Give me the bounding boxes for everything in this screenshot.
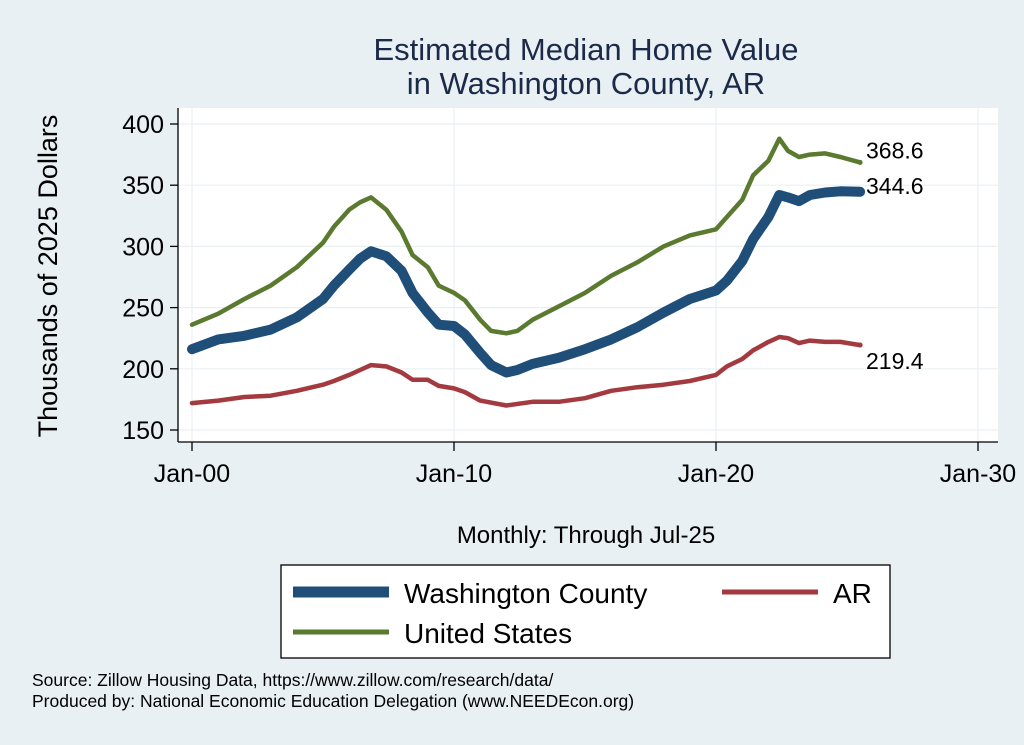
- chart-title-line-2: in Washington County, AR: [407, 66, 765, 101]
- legend-label-washington-county: Washington County: [404, 578, 647, 609]
- x-tick-label: Jan-30: [940, 460, 1016, 488]
- footer: Source: Zillow Housing Data, https://www…: [32, 670, 634, 712]
- chart-title-line-1: Estimated Median Home Value: [373, 32, 798, 67]
- end-labels: 344.6 219.4 368.6: [866, 137, 924, 374]
- series-line-ar: [189, 334, 863, 408]
- legend-label-united-states: United States: [404, 618, 572, 649]
- series-endpoint-united-states: [857, 159, 863, 165]
- y-axis-label: Thousands of 2025 Dollars: [33, 115, 63, 438]
- end-label-ar: 219.4: [866, 348, 924, 374]
- series-endpoint-washington-county: [856, 187, 865, 196]
- legend: Washington County AR United States: [280, 564, 891, 659]
- end-label-united-states: 368.6: [866, 137, 924, 163]
- x-axis-label: Monthly: Through Jul-25: [457, 522, 715, 549]
- producer-note: Produced by: National Economic Education…: [32, 691, 635, 711]
- y-tick-label: 150: [122, 417, 164, 445]
- y-tick-label: 250: [122, 295, 164, 323]
- legend-label-ar: AR: [833, 578, 872, 609]
- y-tick-label: 200: [122, 356, 164, 384]
- end-label-washington-county: 344.6: [866, 173, 924, 199]
- y-tick-label: 300: [122, 233, 164, 261]
- source-note: Source: Zillow Housing Data, https://www…: [32, 670, 554, 690]
- axes: 150 200 250 300 350 400 Jan-00 Jan-10 Jan-20 Jan-…: [122, 108, 1016, 488]
- x-tick-label: Jan-10: [416, 460, 492, 488]
- y-tick-label: 350: [122, 172, 164, 200]
- x-tick-label: Jan-00: [154, 460, 230, 488]
- series-line-washington-county: [187, 186, 866, 378]
- series-line-united-states: [189, 136, 863, 336]
- series-lines: [187, 136, 866, 408]
- series-endpoint-ar: [857, 342, 863, 348]
- legend-box: [280, 564, 891, 659]
- y-tick-label: 400: [122, 111, 164, 139]
- x-tick-label: Jan-20: [678, 460, 754, 488]
